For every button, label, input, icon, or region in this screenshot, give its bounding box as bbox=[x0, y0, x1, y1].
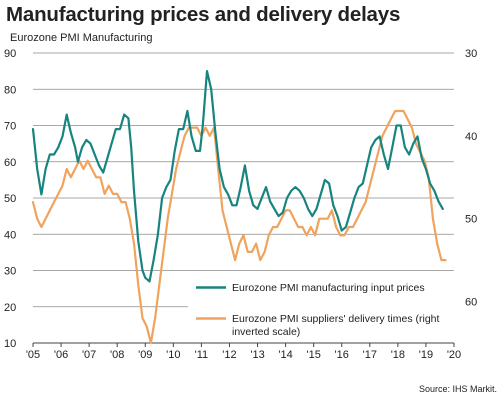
x-tick-label: '07 bbox=[82, 349, 96, 361]
y-tick-left: 60 bbox=[4, 157, 16, 169]
left-y-axis: 10 20 30 40 50 60 70 80 90 bbox=[4, 48, 16, 350]
y-tick-left: 90 bbox=[4, 48, 16, 60]
x-axis: '05 '06 '07 '08 '09 '10 '11 '12 '13 '14 '15 '16 '17 '… bbox=[26, 342, 461, 361]
legend-label-delivery-times: Eurozone PMI suppliers' delivery times (… bbox=[232, 313, 439, 338]
y-tick-right: 40 bbox=[465, 131, 477, 143]
y-tick-left: 20 bbox=[4, 302, 16, 314]
x-tick-label: '16 bbox=[335, 349, 349, 361]
x-tick-label: '14 bbox=[278, 349, 292, 361]
series-lines bbox=[31, 69, 447, 345]
legend-background bbox=[188, 276, 458, 342]
x-tick-label: '09 bbox=[138, 349, 152, 361]
x-tick-label: '19 bbox=[419, 349, 433, 361]
y-tick-left: 50 bbox=[4, 193, 16, 205]
y-tick-left: 40 bbox=[4, 229, 16, 241]
x-tick-label: '12 bbox=[222, 349, 236, 361]
x-tick-label: '13 bbox=[250, 349, 264, 361]
right-y-axis: 30 40 50 60 bbox=[465, 48, 477, 309]
y-tick-right: 60 bbox=[465, 297, 477, 309]
y-tick-left: 70 bbox=[4, 121, 16, 133]
y-tick-right: 30 bbox=[465, 48, 477, 60]
x-tick-label: '06 bbox=[54, 349, 68, 361]
x-tick-label: '10 bbox=[166, 349, 180, 361]
series-line-input-prices bbox=[31, 69, 444, 283]
y-tick-left: 30 bbox=[4, 266, 16, 278]
y-tick-right: 50 bbox=[465, 214, 477, 226]
y-tick-left: 80 bbox=[4, 84, 16, 96]
x-tick-label: '08 bbox=[110, 349, 124, 361]
legend-label-input-prices: Eurozone PMI manufacturing input prices bbox=[232, 282, 425, 294]
x-tick-label: '18 bbox=[391, 349, 405, 361]
legend: Eurozone PMI manufacturing input prices … bbox=[188, 276, 458, 342]
chart-subtitle: Eurozone PMI Manufacturing bbox=[10, 32, 153, 44]
x-tick-label: '15 bbox=[306, 349, 320, 361]
x-tick-label: '17 bbox=[363, 349, 377, 361]
x-tick-label: '20 bbox=[447, 349, 461, 361]
x-tick-label: '11 bbox=[195, 349, 209, 361]
chart-title: Manufacturing prices and delivery delays bbox=[6, 3, 401, 26]
y-tick-left: 10 bbox=[4, 338, 16, 350]
source-note: Source: IHS Markit. bbox=[418, 384, 497, 394]
series-line-delivery-times bbox=[31, 109, 447, 345]
x-tick-label: '05 bbox=[26, 349, 40, 361]
